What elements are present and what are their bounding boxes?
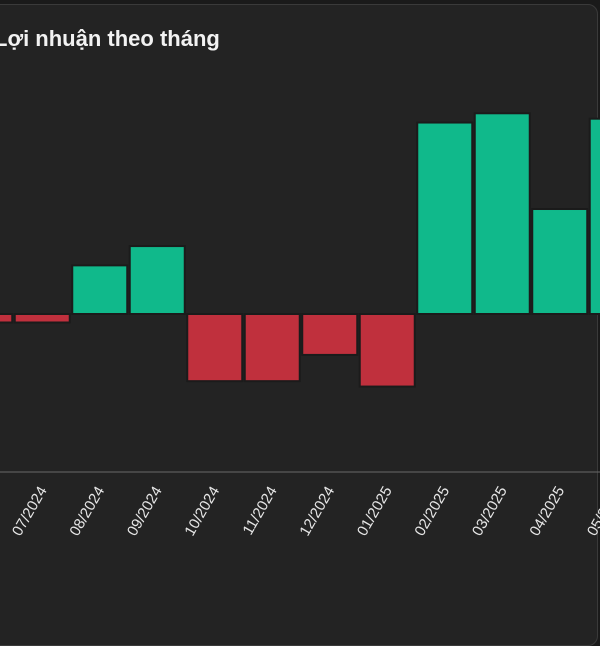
bar-03-2025	[473, 112, 531, 315]
bar-07-2024	[13, 313, 71, 324]
bar-04-2025	[531, 208, 589, 315]
x-tick-label: 11/2024	[239, 484, 280, 538]
bar-01-2025	[358, 313, 416, 388]
x-tick-labels: 07/2024 08/2024 09/2024 10/2024 11/2024 12/20…	[9, 484, 600, 539]
x-tick-label: 10/2024	[181, 484, 223, 539]
chart-title: Lợi nhuận theo tháng	[0, 26, 220, 51]
x-tick-label: 05/2025	[584, 484, 600, 539]
x-tick-label: 02/2025	[411, 484, 453, 539]
bar-chart: 07/2024 08/2024 09/2024 10/2024 11/2024 12/20…	[0, 112, 600, 539]
bar-08-2024	[71, 264, 129, 316]
bar-10-2024	[186, 313, 244, 383]
x-tick-label: 04/2025	[526, 484, 568, 539]
x-tick-label: 07/2024	[9, 484, 51, 539]
bar-02-2025	[416, 121, 474, 315]
bars-group	[0, 112, 600, 388]
x-tick-label: 09/2024	[124, 484, 166, 539]
bar-05-2025	[588, 117, 600, 315]
bar-11-2024	[243, 313, 301, 383]
x-tick-label: 08/2024	[66, 484, 108, 539]
bar-06-2024	[0, 313, 14, 324]
x-tick-label: 12/2024	[296, 484, 338, 539]
bar-12-2024	[301, 313, 359, 356]
bar-09-2024	[128, 245, 186, 315]
x-tick-label: 03/2025	[469, 484, 511, 539]
x-tick-label: 01/2025	[354, 484, 396, 539]
